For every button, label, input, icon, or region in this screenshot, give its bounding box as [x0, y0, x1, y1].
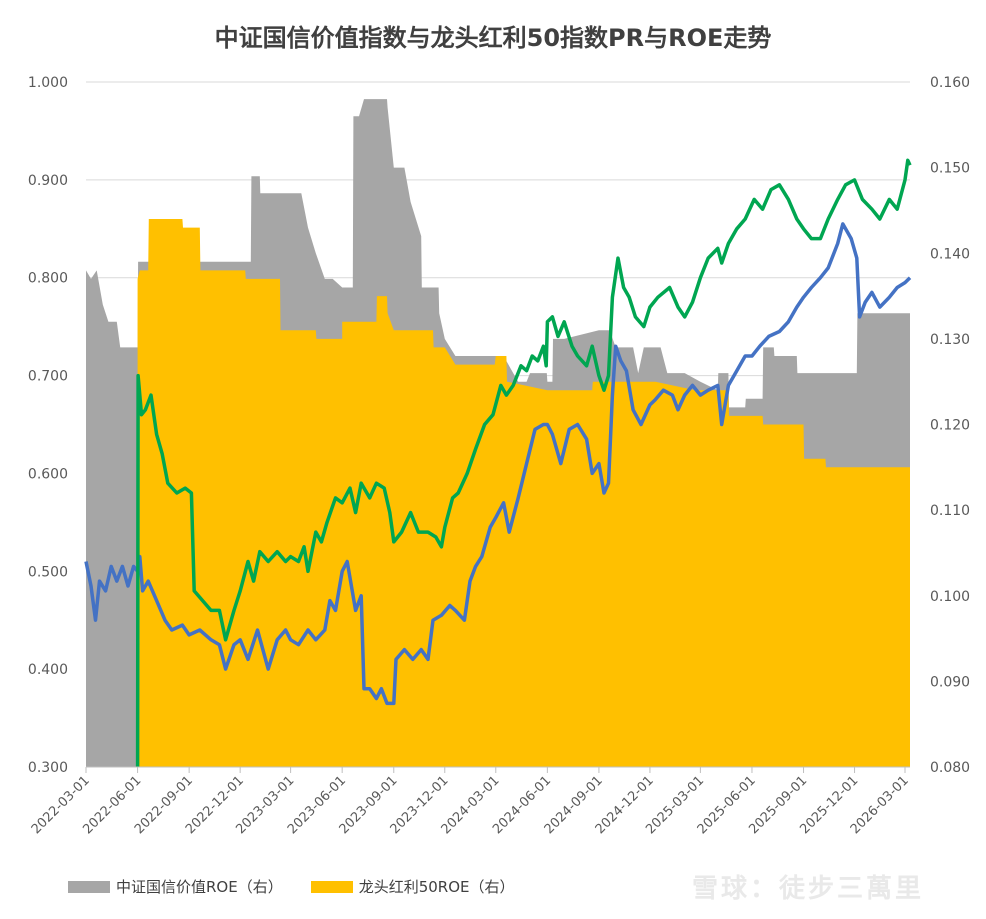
area-series	[86, 99, 911, 768]
right-tick-label: 0.150	[930, 161, 970, 177]
legend-label-value-roe: 中证国信价值ROE（右）	[116, 878, 283, 896]
line-dividend-index-pr	[135, 158, 912, 768]
left-tick-label: 0.600	[28, 466, 68, 482]
legend-item-value-roe: 中证国信价值ROE（右）	[68, 876, 283, 897]
legend-label-dividend-roe: 龙头红利50ROE（右）	[358, 878, 515, 896]
right-tick-label: 0.090	[930, 674, 970, 690]
left-tick-label: 0.400	[28, 662, 68, 678]
legend: 中证国信价值ROE（右） 龙头红利50ROE（右）	[68, 876, 543, 897]
right-tick-label: 0.140	[930, 246, 970, 262]
right-tick-label: 0.120	[930, 418, 970, 434]
right-tick-label: 0.080	[930, 760, 970, 776]
left-tick-label: 1.000	[28, 75, 68, 91]
chart-title: 中证国信价值指数与龙头红利50指数PR与ROE走势	[214, 24, 772, 52]
left-tick-label: 0.700	[28, 369, 68, 385]
legend-item-dividend-roe: 龙头红利50ROE（右）	[310, 876, 515, 897]
watermark: 雪球：徒步三萬里	[692, 874, 925, 904]
line-value-index-pr	[84, 222, 912, 706]
left-tick-label: 0.900	[28, 173, 68, 189]
right-tick-label: 0.160	[930, 75, 970, 91]
line-series	[84, 158, 912, 768]
right-tick-label: 0.110	[930, 503, 970, 519]
area-dividend-roe	[137, 219, 911, 767]
left-tick-label: 0.800	[28, 271, 68, 287]
right-tick-label: 0.100	[930, 589, 970, 605]
left-tick-label: 0.300	[28, 760, 68, 776]
legend-swatch-gray	[68, 880, 110, 893]
legend-swatch-yellow	[310, 880, 353, 893]
left-tick-label: 0.500	[28, 564, 68, 580]
right-tick-label: 0.130	[930, 332, 970, 348]
